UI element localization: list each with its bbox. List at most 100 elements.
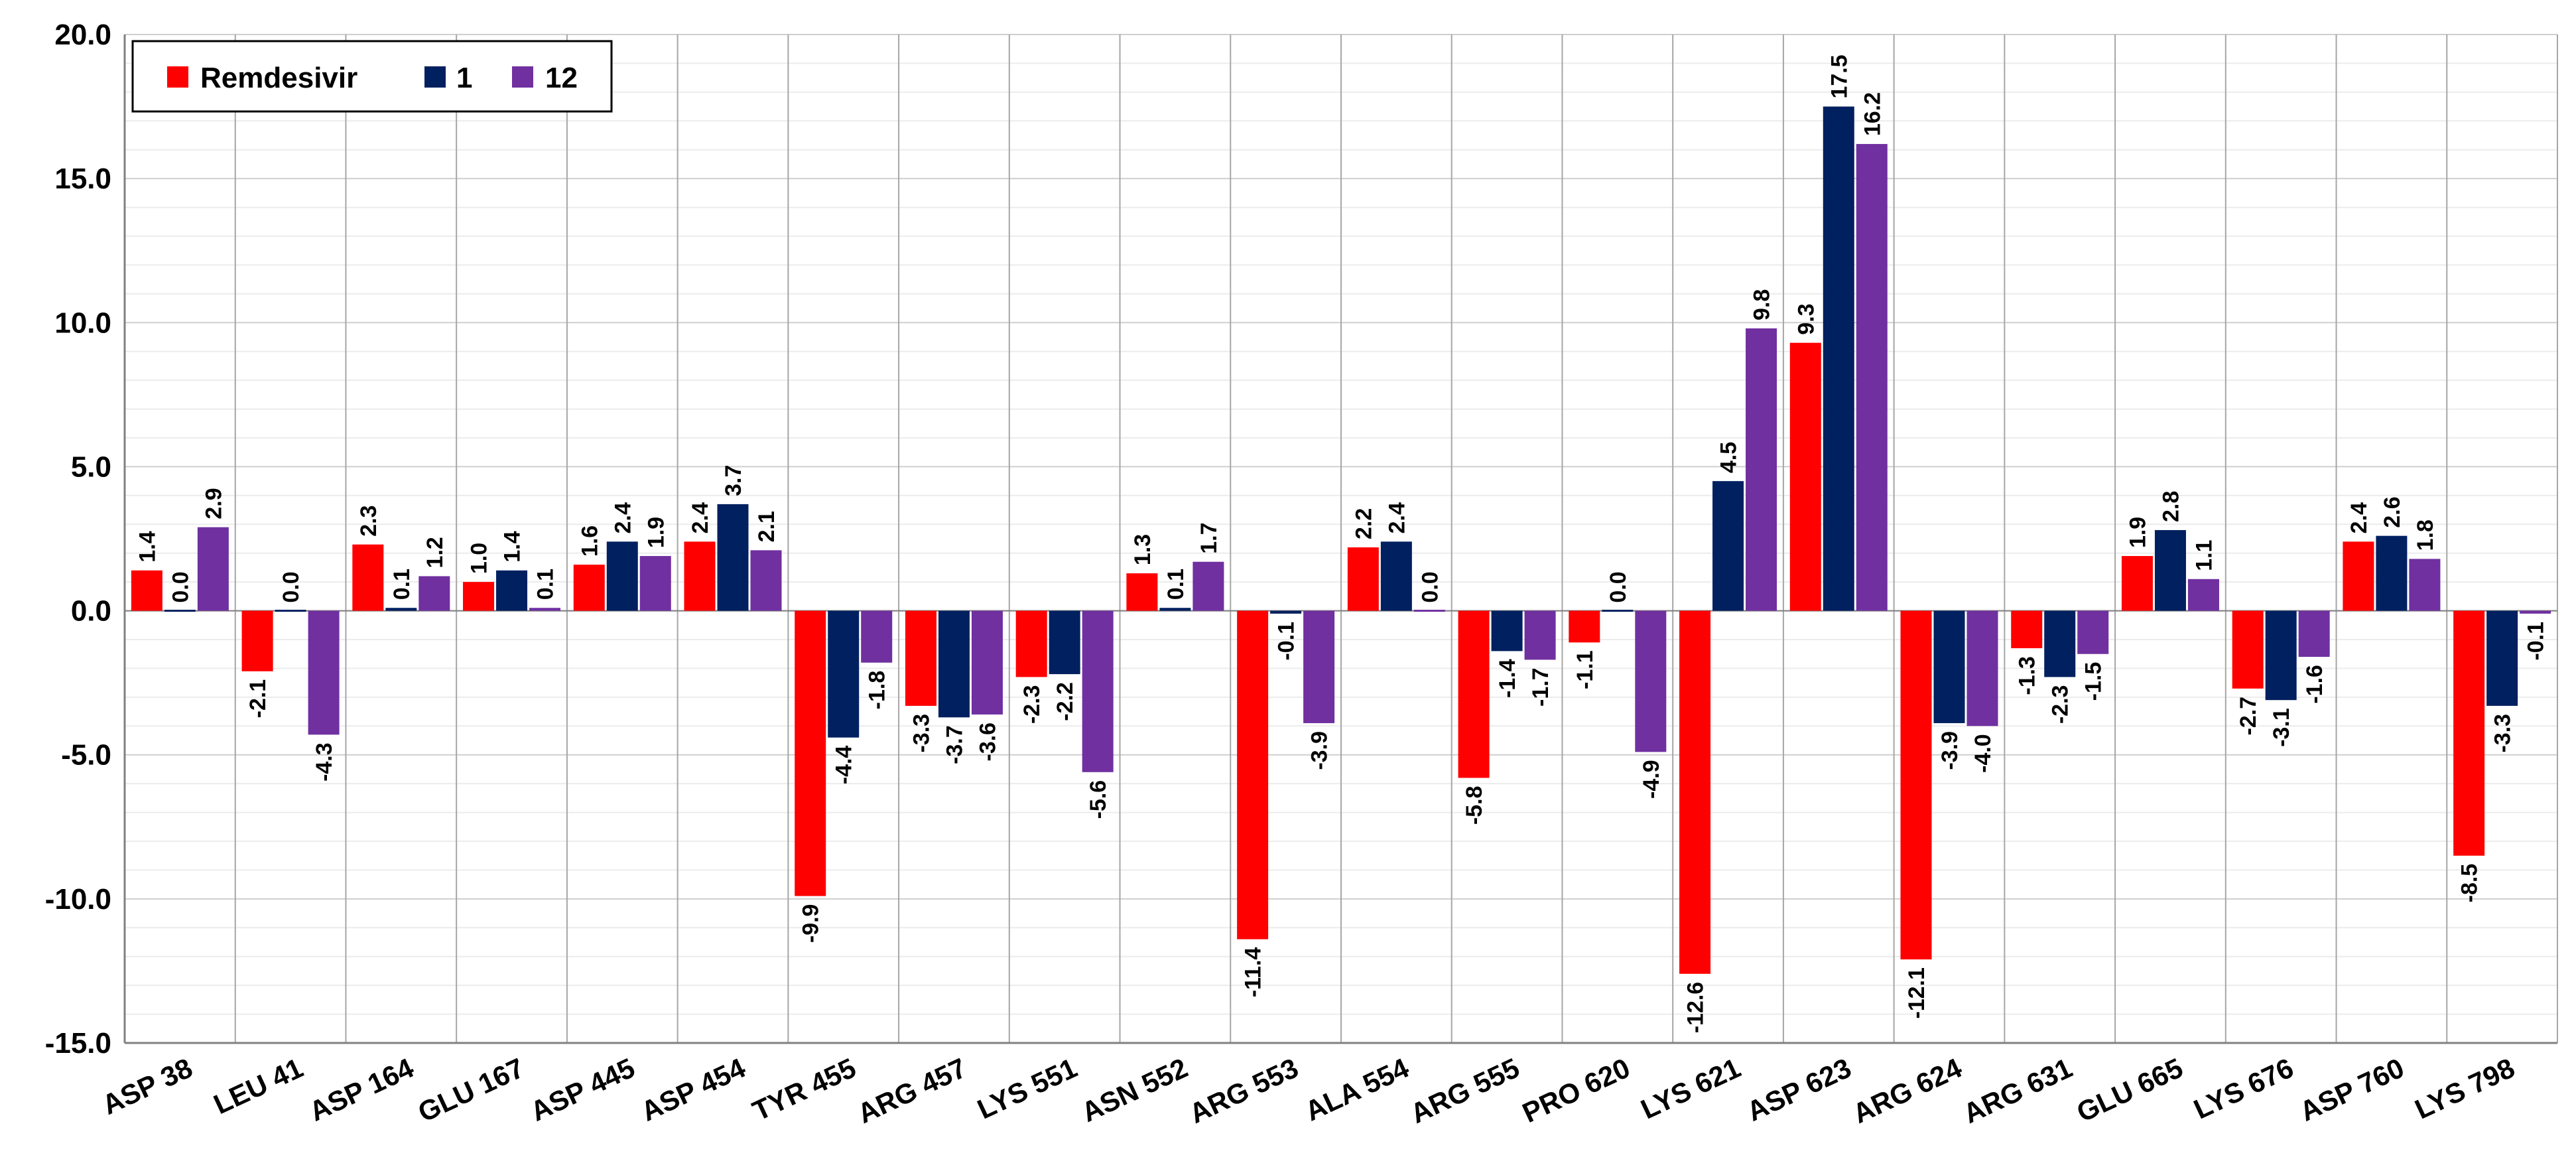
data-labels: 1.4 -2.1 2.3 1.0 1.6 2.4 -9.9 -3.3 -2.3 1.3 -11.4 2… bbox=[135, 54, 2548, 1033]
data-label: 0.0 bbox=[1606, 571, 1631, 602]
bar-12 bbox=[750, 550, 782, 611]
legend-swatch bbox=[167, 66, 188, 88]
bar-12 bbox=[1192, 561, 1224, 611]
y-tick-label: -10.0 bbox=[45, 883, 111, 916]
bar-1 bbox=[2376, 535, 2408, 611]
data-label: 0.1 bbox=[533, 569, 558, 600]
bar-1 bbox=[1159, 608, 1191, 611]
data-label: 1.4 bbox=[135, 531, 160, 562]
bar-12 bbox=[2409, 559, 2441, 611]
data-label: 2.6 bbox=[2380, 496, 2405, 527]
bar-remdesivir bbox=[1126, 573, 1158, 611]
data-label: 0.0 bbox=[1417, 571, 1443, 602]
category-separators bbox=[124, 34, 2558, 1043]
bar-12 bbox=[1856, 144, 1888, 611]
data-label: 0.1 bbox=[1163, 569, 1189, 600]
data-label: 1.2 bbox=[422, 537, 448, 568]
data-label: 3.7 bbox=[721, 465, 746, 496]
data-label: 1.8 bbox=[2413, 519, 2438, 551]
bar-remdesivir bbox=[795, 610, 826, 896]
bar-12 bbox=[1413, 610, 1445, 612]
data-label: 2.3 bbox=[356, 505, 381, 536]
bar-12 bbox=[1746, 328, 1777, 611]
data-label: -1.8 bbox=[865, 671, 890, 710]
bar-12 bbox=[308, 610, 340, 735]
y-axis-tick-labels: 20.0 15.0 10.0 5.0 0.0 -5.0 -10.0 -15.0 bbox=[45, 19, 111, 1060]
data-label: -2.3 bbox=[2048, 685, 2073, 724]
bar-12 bbox=[1303, 610, 1335, 723]
bar-1 bbox=[1823, 106, 1854, 611]
bar-1 bbox=[2044, 610, 2076, 677]
bar-remdesivir bbox=[1679, 610, 1711, 974]
bar-12 bbox=[1524, 610, 1556, 660]
bar-1 bbox=[1933, 610, 1965, 723]
data-label: -3.1 bbox=[2269, 708, 2294, 747]
bar-12 bbox=[2298, 610, 2330, 657]
data-label: 1.3 bbox=[1130, 534, 1155, 565]
bar-1 bbox=[2265, 610, 2297, 701]
y-tick-label: 10.0 bbox=[54, 307, 111, 339]
bar-1 bbox=[828, 610, 860, 738]
bar-1 bbox=[1380, 541, 1412, 611]
legend-swatch bbox=[512, 66, 533, 88]
data-label: -1.1 bbox=[1573, 650, 1598, 689]
bar-12 bbox=[529, 608, 561, 611]
y-tick-label: 20.0 bbox=[54, 19, 111, 51]
legend-label: 12 bbox=[545, 62, 578, 94]
data-label: -0.1 bbox=[2524, 622, 2549, 661]
data-label: -2.3 bbox=[1019, 685, 1045, 724]
bar-remdesivir bbox=[2232, 610, 2264, 689]
data-label: -1.5 bbox=[2081, 662, 2106, 701]
data-label: 4.5 bbox=[1716, 442, 1742, 473]
data-label: -8.5 bbox=[2457, 864, 2482, 903]
data-label: 16.2 bbox=[1860, 92, 1885, 136]
data-label: 0.0 bbox=[279, 571, 304, 602]
bar-12 bbox=[1966, 610, 1998, 726]
y-tick-label: 15.0 bbox=[54, 163, 111, 195]
data-label: -4.3 bbox=[312, 742, 337, 782]
data-label: 2.4 bbox=[610, 502, 635, 533]
bar-remdesivir bbox=[352, 544, 384, 611]
data-label: 1.9 bbox=[643, 517, 669, 548]
data-label: -3.3 bbox=[909, 714, 934, 753]
y-tick-label: 5.0 bbox=[71, 450, 111, 483]
bar-1 bbox=[1049, 610, 1080, 675]
bar-1 bbox=[717, 504, 749, 611]
bar-remdesivir bbox=[241, 610, 273, 671]
bar-1 bbox=[1491, 610, 1523, 652]
y-tick-label: -15.0 bbox=[45, 1027, 111, 1060]
bar-1 bbox=[275, 610, 306, 612]
bar-remdesivir bbox=[2011, 610, 2043, 649]
data-label: -5.6 bbox=[1086, 780, 1111, 819]
bar-12 bbox=[1082, 610, 1114, 772]
data-label: -3.9 bbox=[1307, 731, 1332, 770]
bar-remdesivir bbox=[573, 565, 605, 611]
data-label: -3.3 bbox=[2490, 714, 2516, 753]
data-label: -3.7 bbox=[942, 725, 967, 764]
data-label: 17.5 bbox=[1827, 54, 1852, 98]
bar-1 bbox=[606, 541, 638, 611]
y-tick-label: 0.0 bbox=[71, 595, 111, 628]
bar-remdesivir bbox=[1015, 610, 1047, 677]
data-label: 9.8 bbox=[1750, 289, 1775, 320]
bar-12 bbox=[197, 527, 229, 611]
data-label: 1.1 bbox=[2191, 540, 2217, 571]
data-label: 1.0 bbox=[467, 543, 492, 574]
bar-1 bbox=[164, 610, 196, 612]
data-label: -1.6 bbox=[2302, 665, 2327, 704]
bar-1 bbox=[1270, 610, 1302, 614]
bar-remdesivir bbox=[131, 570, 162, 611]
data-label: -1.7 bbox=[1528, 667, 1553, 707]
bar-12 bbox=[2187, 579, 2219, 611]
legend-label: 1 bbox=[456, 62, 472, 94]
data-label: 2.4 bbox=[1384, 502, 1409, 533]
bar-remdesivir bbox=[1900, 610, 1932, 960]
data-label: 0.0 bbox=[168, 571, 193, 602]
data-label: -9.9 bbox=[799, 904, 824, 943]
data-label: -2.1 bbox=[245, 679, 271, 719]
data-label: -4.9 bbox=[1639, 760, 1664, 799]
data-label: 9.3 bbox=[1793, 303, 1819, 334]
data-label: 1.7 bbox=[1196, 522, 1222, 553]
